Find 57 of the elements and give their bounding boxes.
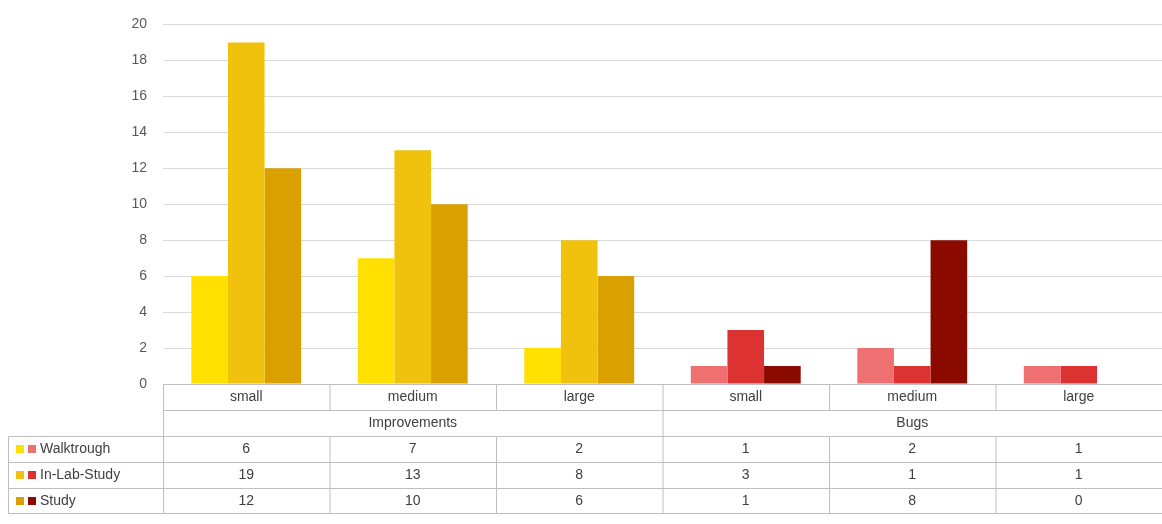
y-tick-label: 10 (131, 195, 148, 212)
y-tick-label: 16 (131, 87, 148, 104)
data-label: 1 (1074, 439, 1083, 456)
data-label: 8 (908, 491, 917, 508)
bar (357, 258, 395, 384)
x-tick-label: medium (887, 387, 938, 404)
bar (431, 204, 468, 384)
bar (1060, 366, 1098, 384)
data-label: 12 (238, 491, 255, 508)
data-label: 1 (908, 465, 917, 482)
legend-label: In-Lab-Study (40, 465, 121, 482)
data-label: 3 (741, 465, 750, 482)
bar (394, 150, 432, 384)
y-tick-label: 6 (139, 266, 148, 283)
text: Improvements (368, 413, 458, 430)
y-tick-label: 0 (139, 374, 148, 391)
data-label: 2 (575, 439, 584, 456)
x-tick-label: large (563, 387, 596, 404)
data-label: 10 (404, 491, 421, 508)
y-tick-label: 20 (131, 15, 148, 32)
y-tick-label: 8 (139, 231, 148, 248)
legend-label: Study (40, 491, 76, 508)
data-label: 2 (908, 439, 917, 456)
x-tick-label: small (729, 387, 763, 404)
bar (264, 168, 302, 384)
data-label: 7 (408, 439, 417, 456)
x-tick-label: small (229, 387, 263, 404)
data-label: 6 (575, 491, 584, 508)
data-label: 1 (741, 439, 750, 456)
bar (524, 348, 561, 384)
bar (227, 42, 265, 384)
x-tick-label: large (1063, 387, 1095, 404)
bar (857, 348, 894, 384)
x-tick-label: medium (387, 387, 438, 404)
data-label: 0 (1074, 491, 1083, 508)
bar (1023, 366, 1061, 384)
data-label: 13 (404, 465, 421, 482)
bar (690, 366, 728, 384)
bar (560, 240, 598, 384)
data-label: 1 (741, 491, 750, 508)
bar (191, 276, 228, 384)
y-tick-label: 4 (139, 302, 148, 319)
text: Bugs (896, 413, 929, 430)
bar (727, 330, 765, 384)
y-tick-label: 18 (131, 51, 148, 68)
y-tick-label: 14 (131, 123, 148, 140)
bar (764, 366, 801, 384)
bar (893, 366, 931, 384)
bar (597, 276, 635, 384)
y-tick-label: 2 (139, 338, 148, 355)
data-label: 8 (575, 465, 584, 482)
data-label: 6 (242, 439, 251, 456)
bar (930, 240, 968, 384)
data-label: 1 (1074, 465, 1083, 482)
data-label: 19 (238, 465, 255, 482)
y-tick-label: 12 (131, 159, 148, 176)
legend-label: Walktrough (40, 439, 111, 456)
